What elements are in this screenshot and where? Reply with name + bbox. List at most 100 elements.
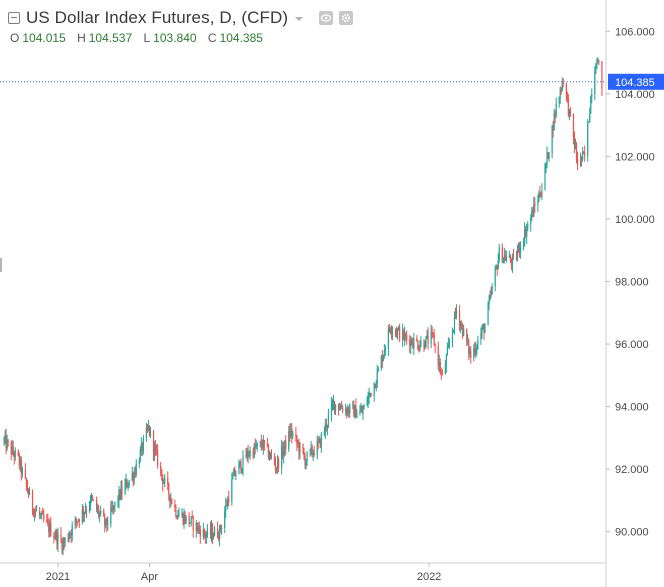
candle-body: [560, 88, 562, 91]
candle-body: [583, 152, 585, 154]
candle-body: [220, 526, 222, 530]
candle-body: [383, 350, 385, 356]
candle-body: [125, 480, 127, 484]
close-value: 104.385: [219, 31, 263, 45]
candle-body: [445, 355, 447, 366]
candle-body: [597, 59, 599, 64]
candle-body: [160, 465, 162, 470]
candle-body: [171, 499, 173, 505]
ohlc-readout: O 104.015 H 104.537 L 103.840 C 104.385: [10, 31, 353, 45]
candle-body: [444, 365, 446, 375]
candle-body: [142, 438, 144, 452]
candle-body: [462, 324, 464, 337]
candle-body: [99, 513, 101, 516]
candle-body: [182, 513, 184, 524]
candle-body: [70, 533, 72, 536]
dropdown-caret-icon[interactable]: [295, 17, 304, 21]
candle-body: [255, 446, 257, 448]
y-tick-label: 96.000: [615, 339, 649, 351]
candle-body: [502, 257, 504, 263]
candle-body: [40, 515, 42, 517]
candle-body: [412, 343, 414, 348]
candle-body: [107, 523, 109, 525]
candle-body: [572, 113, 575, 137]
candle-body: [114, 501, 116, 507]
collapse-icon[interactable]: [8, 12, 20, 24]
candle-body: [491, 286, 493, 294]
candle-body: [154, 445, 157, 450]
candle-body: [106, 518, 108, 525]
candle-body: [538, 193, 540, 202]
candle-body: [63, 542, 65, 544]
candle-body: [430, 332, 432, 344]
candle-body: [355, 405, 357, 418]
candle-body: [145, 428, 148, 439]
x-tick-label: 2021: [46, 571, 70, 583]
candle-body: [53, 535, 55, 538]
candle-body: [46, 519, 48, 522]
candle-body: [155, 449, 158, 451]
candle-body: [482, 325, 484, 328]
candle-body: [367, 397, 369, 403]
candle-body: [306, 451, 308, 461]
candle-body: [420, 340, 422, 346]
candle-body: [273, 456, 276, 464]
candle-body: [57, 533, 59, 545]
candle-body: [388, 328, 391, 331]
candle-body: [227, 498, 229, 507]
candle-body: [176, 516, 178, 519]
candle-body: [283, 449, 285, 456]
candle-body: [181, 513, 183, 515]
candle-body: [454, 312, 457, 315]
candle-body: [452, 329, 455, 332]
candle-body: [326, 424, 329, 428]
candle-body: [431, 332, 433, 334]
candle-body: [411, 339, 413, 344]
candle-body: [495, 266, 497, 269]
candle-body: [439, 361, 441, 372]
eye-icon[interactable]: [319, 11, 334, 25]
candle-body: [518, 245, 521, 252]
candle-body: [169, 494, 171, 502]
candle-body: [138, 462, 140, 465]
gear-icon[interactable]: [339, 11, 354, 25]
high-value: 104.537: [88, 31, 133, 45]
candle-body: [438, 361, 440, 366]
candle-body: [218, 537, 220, 539]
candle-body: [316, 440, 318, 456]
candle-body: [511, 255, 514, 266]
candle-body: [483, 325, 485, 334]
candle-body: [219, 526, 221, 539]
candle-body: [375, 384, 377, 388]
candle-body: [103, 510, 105, 517]
candle-body: [290, 428, 292, 438]
candle-body: [21, 468, 23, 474]
candle-body: [526, 228, 528, 237]
candle-body: [476, 347, 478, 350]
candle-body: [48, 522, 50, 533]
symbol-title: US Dollar Index Futures, D, (CFD): [26, 8, 289, 27]
candle-body: [545, 164, 547, 166]
candle-body: [119, 490, 121, 499]
candle-body: [75, 518, 77, 522]
candle-body: [140, 443, 142, 450]
candle-body: [269, 453, 272, 458]
candle-body: [285, 440, 287, 450]
candle-body: [403, 329, 405, 340]
candle-body: [487, 303, 489, 326]
candle-body: [362, 409, 364, 414]
candle-body: [370, 392, 372, 397]
candle-body: [489, 293, 491, 300]
candle-body: [488, 299, 490, 304]
candle-body: [42, 512, 44, 515]
candle-body: [76, 521, 78, 523]
candle-body: [373, 383, 375, 397]
candle-body: [267, 444, 270, 459]
candle-body: [406, 336, 408, 340]
candle-body: [261, 446, 263, 449]
candle-body: [284, 440, 286, 450]
candle-body: [83, 512, 85, 516]
candle-body: [448, 343, 451, 345]
candle-body: [266, 443, 269, 445]
